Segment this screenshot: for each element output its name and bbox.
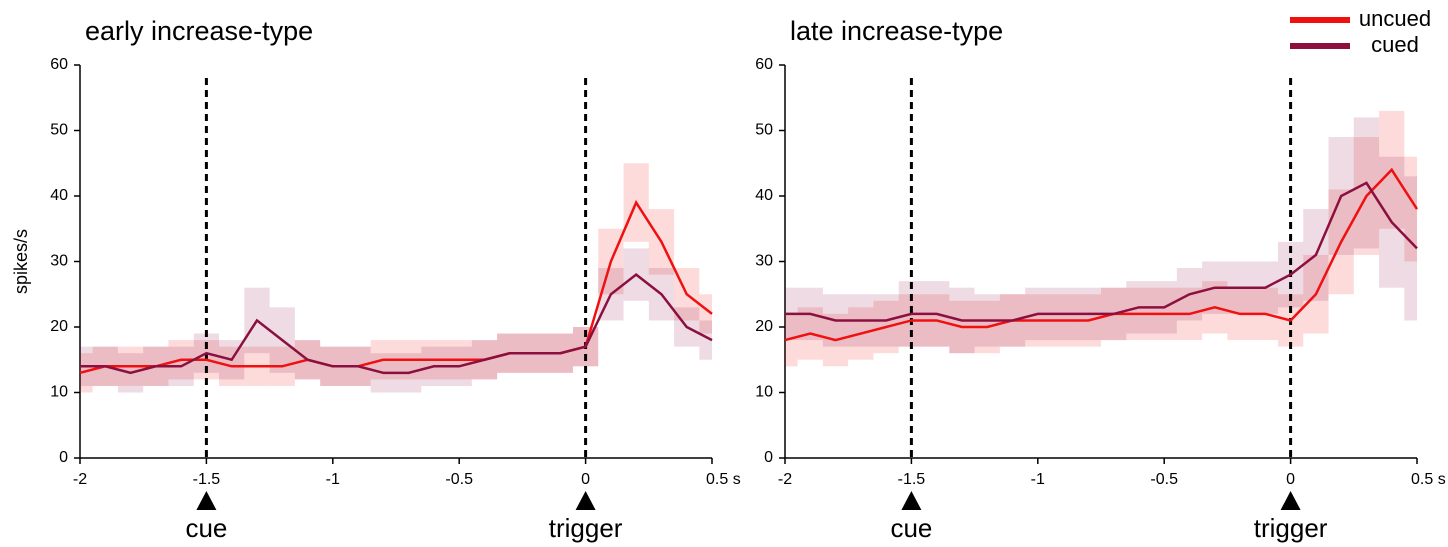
event-marker [1280,491,1301,510]
event-marker [575,491,596,510]
error-band [80,353,93,393]
y-tick-label: 0 [59,449,68,466]
error-band [699,320,712,360]
y-tick-label: 50 [755,122,773,139]
event-label: trigger [549,513,623,543]
error-band [1404,156,1417,262]
y-tick-label: 0 [764,449,773,466]
y-tick-label: 60 [50,56,68,73]
series-line [785,181,1418,322]
x-tick-label: -0.5 [445,471,473,488]
event-label: trigger [1254,513,1328,543]
legend-label: cued [1371,32,1419,57]
x-tick-label: -1.5 [193,471,221,488]
y-tick-label: 20 [50,318,68,335]
x-tick-label: 0 [1286,471,1295,488]
y-tick-label: 40 [755,187,773,204]
x-tick-label: -1 [1031,471,1045,488]
chart-title: late increase-type [790,16,1003,46]
x-tick-label: 0.5 s [706,471,741,488]
y-tick-label: 10 [50,384,68,401]
error-band [785,313,798,367]
event-marker [901,491,922,510]
x-tick-label: -0.5 [1150,471,1178,488]
series-line [784,167,1419,342]
event-label: cue [185,513,227,543]
x-tick-label: 0.5 s [1411,471,1446,488]
y-tick-label: 30 [755,253,773,270]
y-axis-label: spikes/s [11,229,31,294]
y-tick-label: 10 [755,384,773,401]
error-band [1404,176,1417,321]
y-tick-label: 40 [50,187,68,204]
legend-label: uncued [1359,6,1431,31]
x-tick-label: -2 [73,471,87,488]
x-tick-label: -1.5 [898,471,926,488]
y-tick-label: 60 [755,56,773,73]
y-tick-label: 50 [50,122,68,139]
chart-title: early increase-type [85,16,313,46]
error-band [699,294,712,334]
x-tick-label: -1 [326,471,340,488]
x-tick-label: 0 [581,471,590,488]
x-tick-label: -2 [778,471,792,488]
event-marker [196,491,217,510]
y-tick-label: 30 [50,253,68,270]
series-line [79,199,713,375]
series-line [80,273,713,375]
event-label: cue [890,513,932,543]
y-tick-label: 20 [755,318,773,335]
